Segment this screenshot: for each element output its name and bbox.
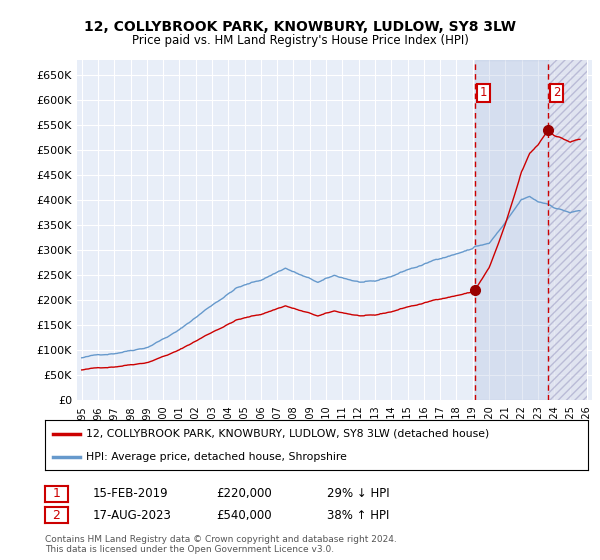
Text: 29% ↓ HPI: 29% ↓ HPI [327, 487, 389, 501]
Text: HPI: Average price, detached house, Shropshire: HPI: Average price, detached house, Shro… [86, 452, 347, 462]
Text: 1: 1 [479, 86, 487, 100]
Text: 17-AUG-2023: 17-AUG-2023 [93, 508, 172, 522]
Text: £220,000: £220,000 [216, 487, 272, 501]
Text: Price paid vs. HM Land Registry's House Price Index (HPI): Price paid vs. HM Land Registry's House … [131, 34, 469, 46]
Text: 12, COLLYBROOK PARK, KNOWBURY, LUDLOW, SY8 3LW (detached house): 12, COLLYBROOK PARK, KNOWBURY, LUDLOW, S… [86, 428, 489, 438]
Text: 38% ↑ HPI: 38% ↑ HPI [327, 508, 389, 522]
Text: 2: 2 [553, 86, 560, 100]
Text: 15-FEB-2019: 15-FEB-2019 [93, 487, 169, 501]
Text: 2: 2 [52, 508, 61, 522]
Text: 1: 1 [52, 487, 61, 501]
Text: 12, COLLYBROOK PARK, KNOWBURY, LUDLOW, SY8 3LW: 12, COLLYBROOK PARK, KNOWBURY, LUDLOW, S… [84, 20, 516, 34]
Bar [475, 60, 548, 400]
Text: £540,000: £540,000 [216, 508, 272, 522]
Bar [548, 60, 587, 400]
Text: Contains HM Land Registry data © Crown copyright and database right 2024.
This d: Contains HM Land Registry data © Crown c… [45, 535, 397, 554]
